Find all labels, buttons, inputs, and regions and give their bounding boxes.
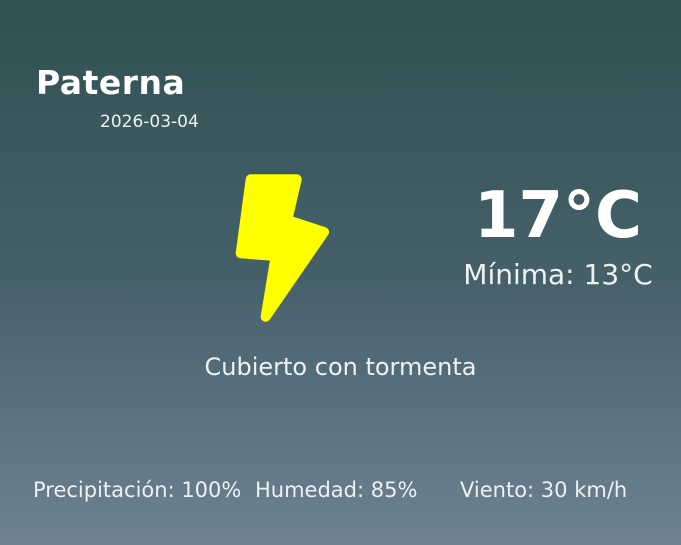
storm-lightning-icon [235,174,329,322]
location-title: Paterna [36,63,186,102]
date-label: 2026-03-04 [100,112,199,132]
precipitation-stat: Precipitación: 100% [33,478,242,502]
min-temperature: Mínima: 13°C [463,258,653,291]
weather-description: Cubierto con tormenta [204,353,477,381]
humidity-stat: Humedad: 85% [255,478,418,502]
wind-stat: Viento: 30 km/h [460,478,628,502]
stats-row: Precipitación: 100% Humedad: 85% Viento:… [0,478,681,505]
lightning-bolt-shape [235,174,329,322]
current-temperature: 17°C [473,179,643,253]
temperature-block: 17°C Mínima: 13°C [423,184,681,289]
